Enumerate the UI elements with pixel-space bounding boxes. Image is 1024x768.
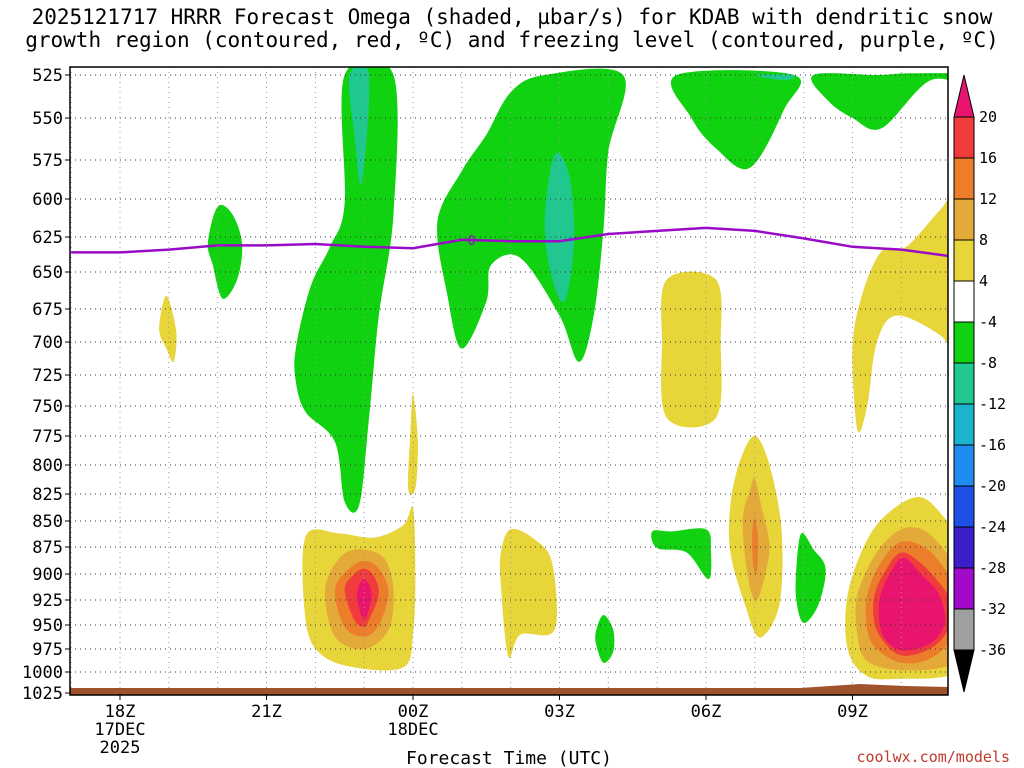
colorbar-segment: [953, 362, 975, 405]
colorbar-segment: [953, 608, 975, 651]
x-tick-label: 21Z: [251, 702, 282, 722]
colorbar-label: -24: [979, 518, 1006, 536]
x-tick-label: 00Z: [398, 702, 429, 722]
colorbar-label: 16: [979, 149, 997, 167]
omega-magenta-10z: [878, 557, 946, 651]
y-tick-label: 625: [32, 228, 63, 248]
freezing-level-line: [71, 226, 948, 258]
y-tick-label: 925: [32, 591, 63, 611]
colorbar-segment: [953, 444, 975, 487]
x-tick-label: 18Z: [105, 702, 136, 722]
omega-green-far-ne: [811, 73, 948, 130]
colorbar-label: 4: [979, 272, 988, 290]
y-tick-label: 525: [32, 66, 63, 86]
x-tick-label: 03Z: [544, 702, 575, 722]
colorbar-segment: [953, 567, 975, 610]
colorbar-bottom-arrow: [953, 649, 975, 693]
colorbar-segment: [953, 198, 975, 241]
colorbar-segment: [953, 239, 975, 282]
colorbar-label: 8: [979, 231, 988, 249]
omega-green-main-west: [294, 67, 398, 513]
colorbar-label: -4: [979, 313, 997, 331]
omega-green-ne: [670, 70, 802, 170]
x-tick-label: 2025: [100, 738, 141, 758]
colorbar-label: 20: [979, 108, 997, 126]
x-axis-title: Forecast Time (UTC): [406, 748, 612, 768]
x-tick-label: 09Z: [837, 702, 868, 722]
y-tick-label: 650: [32, 263, 63, 283]
y-tick-label: 875: [32, 538, 63, 558]
omega-teal-ne: [754, 74, 796, 81]
colorbar-label: -16: [979, 436, 1006, 454]
ground-layer: [70, 684, 948, 695]
colorbar-label: -20: [979, 477, 1006, 495]
title-line-2: growth region (contoured, red, ºC) and f…: [25, 28, 999, 52]
omega-green-08z: [795, 532, 826, 624]
omega-green-main-east: [436, 68, 626, 362]
x-tick-label: 06Z: [691, 702, 722, 722]
y-tick-label: 975: [32, 640, 63, 660]
y-tick-label: 825: [32, 485, 63, 505]
colorbar: 20 16 12 8 4 -4 -8 -12 -16 -20 -24 -28 -32 -36: [953, 74, 1006, 693]
colorbar-label: 12: [979, 190, 997, 208]
y-tick-label: 850: [32, 512, 63, 532]
y-tick-label: 750: [32, 397, 63, 417]
freezing-level: 0: [71, 226, 948, 258]
y-tick-label: 600: [32, 190, 63, 210]
ground-band: [70, 684, 948, 695]
colorbar-top-arrow: [953, 74, 975, 118]
y-tick-label: 725: [32, 366, 63, 386]
omega-teal-525: [348, 67, 370, 185]
omega-shading: [159, 67, 948, 680]
y-tick-label: 800: [32, 456, 63, 476]
omega-yellow-03z: [499, 528, 558, 659]
colorbar-segment: [953, 280, 975, 323]
chart-title: 2025121717 HRRR Forecast Omega (shaded, …: [0, 6, 1024, 52]
y-tick-label: 950: [32, 616, 63, 636]
y-axis: 525 550 575 600 625 650 675 700 725 750 775 800 825 8…: [22, 66, 70, 704]
y-tick-label: 700: [32, 333, 63, 353]
omega-yellow-small-700: [159, 295, 177, 363]
x-tick-label: 18DEC: [387, 720, 438, 740]
colorbar-label: -32: [979, 600, 1006, 618]
x-tick-label: 17DEC: [94, 720, 145, 740]
omega-yellow-thin-00z: [407, 393, 418, 495]
colorbar-label: -28: [979, 559, 1006, 577]
colorbar-segment: [953, 321, 975, 364]
colorbar-segment: [953, 116, 975, 159]
freezing-level-label: 0: [468, 234, 476, 249]
credit-text: coolwx.com/models: [856, 748, 1010, 766]
omega-magenta-lower-west: [356, 579, 372, 620]
colorbar-segment: [953, 526, 975, 569]
colorbar-label: -8: [979, 354, 997, 372]
plot-frame: [69, 66, 949, 696]
title-line-1: 2025121717 HRRR Forecast Omega (shaded, …: [31, 5, 993, 29]
colorbar-segment: [953, 485, 975, 528]
y-tick-label: 775: [32, 427, 63, 447]
omega-yellow-east-600: [852, 198, 948, 433]
y-tick-label: 675: [32, 300, 63, 320]
y-tick-label: 900: [32, 565, 63, 585]
y-tick-label: 575: [32, 151, 63, 171]
omega-green-750-620: [207, 204, 243, 299]
colorbar-segment: [953, 157, 975, 200]
omega-green-05z: [651, 528, 712, 580]
y-tick-label: 550: [32, 109, 63, 129]
colorbar-label: -36: [979, 641, 1006, 659]
colorbar-segment: [953, 403, 975, 446]
y-tick-label: 1025: [22, 684, 63, 704]
omega-yellow-east-mid: [661, 271, 722, 428]
colorbar-label: -12: [979, 395, 1006, 413]
y-tick-label: 1000: [22, 663, 63, 683]
omega-green-04z: [595, 614, 615, 663]
